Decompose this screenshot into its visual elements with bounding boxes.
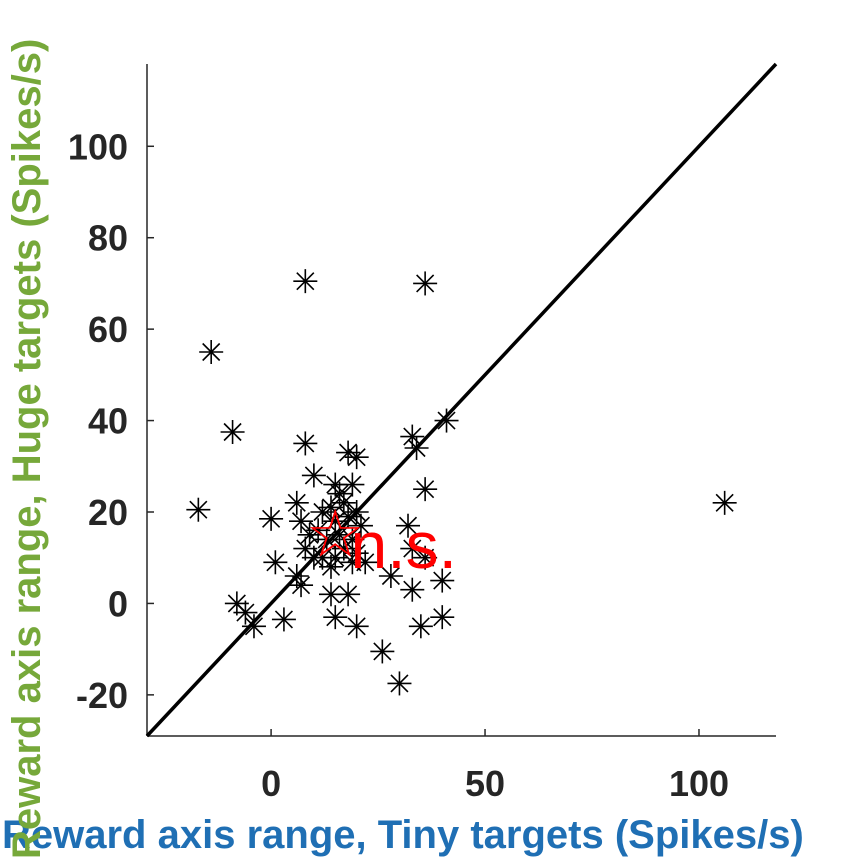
data-point — [301, 463, 326, 488]
data-point — [186, 497, 211, 522]
data-point — [344, 614, 369, 639]
y-tick-label: 60 — [88, 309, 128, 350]
x-axis-label: Reward axis range, Tiny targets (Spikes/… — [2, 813, 804, 857]
y-tick-label: -20 — [76, 675, 128, 716]
data-point — [331, 490, 356, 515]
data-points — [186, 269, 737, 696]
data-point — [408, 614, 433, 639]
data-point — [340, 527, 365, 552]
data-point — [400, 536, 425, 561]
data-point — [318, 554, 343, 579]
data-point — [293, 431, 318, 456]
x-tick-label: 50 — [465, 763, 505, 804]
data-point — [400, 577, 425, 602]
data-point — [344, 445, 369, 470]
data-point — [396, 513, 421, 538]
data-point — [430, 605, 455, 630]
data-point — [712, 490, 737, 515]
y-tick-label: 20 — [88, 492, 128, 533]
data-point — [289, 509, 314, 534]
data-point — [430, 568, 455, 593]
data-point — [271, 607, 296, 632]
data-point — [340, 472, 365, 497]
data-point — [413, 545, 438, 570]
annotation-label: ☆ — [306, 497, 365, 571]
y-axis-label: Reward axis range, Huge targets (Spikes/… — [5, 39, 49, 859]
data-point — [387, 671, 412, 696]
y-tick-label: 80 — [88, 218, 128, 259]
data-point — [263, 550, 288, 575]
data-point — [370, 639, 395, 664]
data-point — [378, 564, 403, 588]
y-tick-label: 0 — [108, 583, 128, 624]
data-point — [293, 269, 318, 294]
data-point — [318, 495, 343, 520]
data-point — [327, 481, 352, 506]
data-point — [336, 504, 361, 529]
x-tick-label: 100 — [669, 763, 729, 804]
data-point — [404, 436, 429, 460]
data-point — [241, 614, 266, 639]
data-point — [323, 509, 348, 534]
y-tick-label: 40 — [88, 401, 128, 442]
data-point — [336, 440, 361, 465]
annotations: n.s.☆ — [306, 497, 457, 582]
identity-line — [145, 62, 778, 738]
data-point — [434, 408, 459, 433]
data-point — [348, 513, 373, 538]
data-point — [353, 550, 378, 575]
data-point — [344, 500, 369, 524]
x-tick-label: 0 — [261, 763, 281, 804]
data-point — [413, 271, 438, 296]
data-point — [220, 420, 245, 444]
data-point — [289, 573, 314, 598]
data-point — [323, 605, 348, 630]
data-point — [199, 340, 224, 364]
data-point — [284, 564, 309, 588]
annotation-label: n.s. — [351, 508, 457, 582]
data-point — [413, 477, 438, 502]
data-point — [306, 518, 331, 543]
y-tick-label: 100 — [68, 126, 128, 167]
tick-labels: 0 50 100 -20 0 20 40 60 80 100 — [68, 126, 729, 804]
data-point — [284, 490, 309, 515]
data-point — [233, 600, 258, 625]
data-point — [259, 506, 284, 531]
data-point — [336, 582, 361, 607]
data-point — [323, 545, 348, 570]
axes — [146, 64, 776, 737]
